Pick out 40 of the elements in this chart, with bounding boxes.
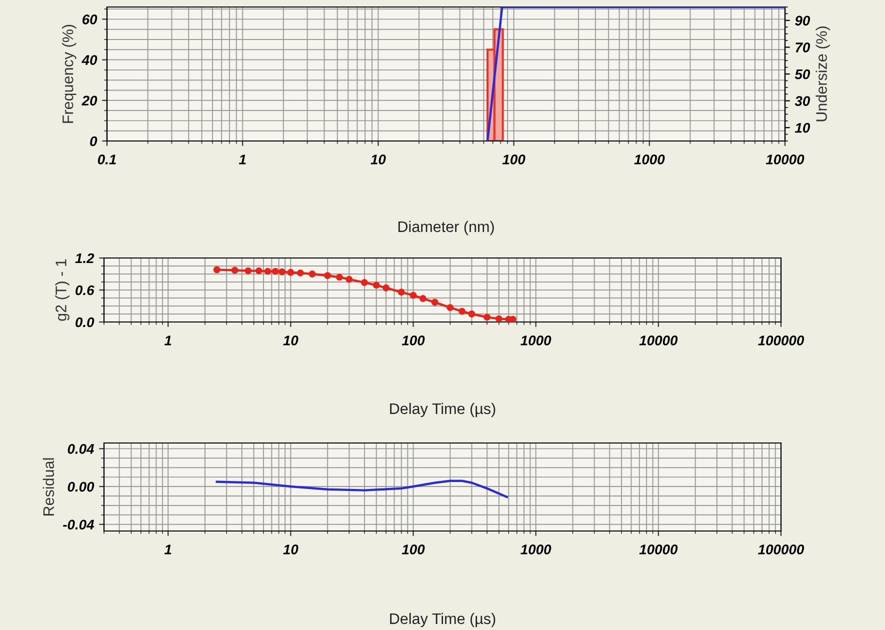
x-tick-label: 1 xyxy=(164,336,172,346)
x-tick-label: 100 xyxy=(402,544,425,554)
x-tick-label: 1 xyxy=(238,154,246,164)
x-axis-title: Delay Time (µs) xyxy=(390,612,496,628)
y2-tick-label: 90 xyxy=(795,16,810,26)
y-tick-label: 40 xyxy=(82,55,98,65)
x-tick-label: 1000 xyxy=(520,544,552,554)
x-axis-title: Delay Time (µs) xyxy=(390,402,496,418)
y-tick-label: 0.00 xyxy=(68,482,94,492)
y-tick-label: 0.04 xyxy=(68,444,94,454)
x-tick-label: 100000 xyxy=(758,336,804,346)
y-axis-title: g2 (T) - 1 xyxy=(55,259,70,321)
y2-tick-label: 30 xyxy=(794,96,810,106)
y-tick-label: 1.2 xyxy=(75,253,94,264)
y-tick-label: 0.6 xyxy=(76,285,94,296)
x-tick-label: 10 xyxy=(283,544,298,554)
y-tick-label: 20 xyxy=(82,96,98,106)
x-tick-label: 10000 xyxy=(639,336,678,346)
x-tick-label: 100 xyxy=(402,336,425,346)
x-tick-label: 10 xyxy=(370,154,386,164)
x-tick-label: 100 xyxy=(502,154,526,164)
y-tick-label: 60 xyxy=(82,14,98,24)
y-axis-title: Residual xyxy=(42,458,54,516)
y2-axis-title: Undersize (%) xyxy=(816,26,830,122)
x-axis-title: Diameter (nm) xyxy=(398,220,494,236)
y-tick-label: 0 xyxy=(90,136,98,146)
x-tick-label: 1000 xyxy=(520,336,552,346)
x-tick-label: 10 xyxy=(283,336,298,346)
y-tick-label: 0.0 xyxy=(76,317,94,328)
y2-tick-label: 70 xyxy=(796,42,810,52)
y-axis-title: Frequency (%) xyxy=(62,24,76,123)
y2-tick-label: 50 xyxy=(794,69,810,80)
x-tick-label: 100000 xyxy=(758,544,804,554)
x-tick-label: 0.1 xyxy=(98,154,116,164)
x-tick-label: 1 xyxy=(164,544,172,554)
x-tick-label: 10000 xyxy=(639,544,678,554)
y2-tick-label: 10 xyxy=(794,122,810,133)
x-tick-label: 1000 xyxy=(634,154,665,164)
x-tick-label: 10000 xyxy=(766,154,804,164)
y-tick-label: -0.04 xyxy=(63,520,94,530)
